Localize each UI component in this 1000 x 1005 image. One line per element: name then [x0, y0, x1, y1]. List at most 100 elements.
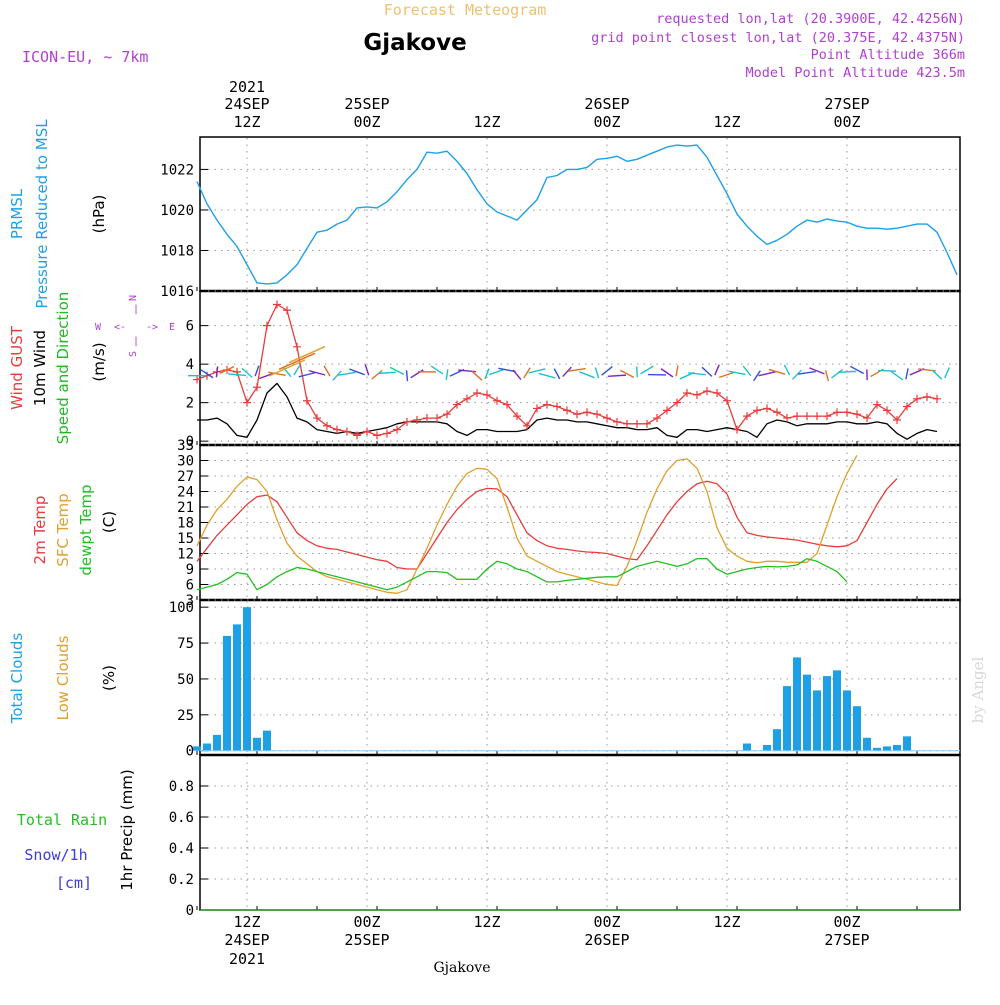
wind-dir-arrow	[945, 368, 950, 378]
gust-marker	[703, 387, 711, 395]
wind-dir-arrow-strong	[289, 347, 325, 363]
wind-unit: (m/s)	[90, 342, 108, 381]
wind-dir-arrow	[299, 373, 316, 377]
wind-dir-arrow	[349, 369, 364, 375]
gust-marker	[933, 395, 941, 403]
wind-dir-arrow	[472, 371, 482, 380]
wind-dir-arrow	[798, 372, 816, 374]
compass-s: S	[128, 351, 139, 357]
gust-marker	[763, 404, 771, 412]
ytick-label-clouds: 75	[177, 636, 194, 652]
wind-dir-arrow	[411, 370, 424, 378]
gust-marker	[843, 408, 851, 416]
gust-marker	[583, 408, 591, 416]
gust-marker	[263, 322, 271, 330]
cloud-bar	[253, 738, 261, 751]
temp-label-sfc: SFC Temp	[54, 493, 72, 566]
wind-dir-arrow	[891, 372, 903, 380]
pressure-label-1: PRMSL	[8, 188, 26, 239]
gust-marker	[253, 383, 261, 391]
gust-marker	[593, 410, 601, 418]
ytick-label-temperature: 15	[177, 531, 194, 547]
gust-marker	[563, 406, 571, 414]
gust-marker	[483, 391, 491, 399]
gust-marker	[363, 428, 371, 436]
gust-marker	[283, 306, 291, 314]
pressure-label-2: Pressure Reduced to MSL	[33, 119, 51, 309]
precip-unit: 1hr Precip (mm)	[118, 769, 136, 890]
wind-dir-arrow	[838, 371, 856, 372]
credit-watermark: by Angel	[969, 656, 987, 723]
wind-dir-arrow	[228, 374, 246, 376]
compass-n: N	[128, 295, 139, 301]
top-tick-date: 25SEP	[344, 95, 389, 113]
footer-location: Gjakove	[434, 960, 491, 976]
bottom-tick-hour: 00Z	[353, 913, 380, 931]
cloud-bar	[743, 744, 751, 751]
ytick-label-precip: 0.4	[169, 841, 194, 857]
temp-dewpt-line	[197, 559, 847, 590]
gust-marker	[423, 414, 431, 422]
wind-dir-arrow	[759, 372, 776, 376]
top-tick-hour: 12Z	[713, 113, 740, 131]
ytick-label-clouds: 50	[177, 672, 194, 688]
wind-dir-arrow	[563, 367, 572, 376]
wind-dir-arrow	[769, 369, 785, 374]
wind-dir-arrow	[715, 365, 719, 375]
compass-stem-top: |	[133, 304, 139, 315]
gust-marker	[463, 395, 471, 403]
wind-label-10m: 10m Wind	[31, 330, 49, 406]
wind-dir-arrow	[620, 370, 634, 377]
wind-dir-arrow	[608, 375, 626, 376]
ytick-label-temperature: 9	[186, 562, 194, 578]
wind-dir-arrow	[372, 370, 383, 379]
gust-marker	[823, 412, 831, 420]
top-tick-date: 24SEP	[224, 95, 269, 113]
clouds-unit: (%)	[100, 665, 118, 691]
wind-panel	[188, 300, 949, 439]
temp-2m-line	[197, 479, 897, 569]
wind-dir-arrow	[810, 368, 825, 374]
location-title: Gjakove	[363, 30, 466, 56]
gust-marker	[543, 401, 551, 409]
wind-dir-arrow	[568, 369, 585, 372]
wind-dir-arrow	[932, 370, 942, 379]
ytick-label-temperature: 30	[177, 454, 194, 470]
ytick-label-temperature: 21	[177, 500, 194, 516]
wind-dir-arrow-strong	[269, 360, 305, 376]
cloud-bar	[223, 636, 231, 751]
gust-marker	[473, 389, 481, 397]
wind-dir-arrow	[390, 367, 404, 374]
super-title: Forecast Meteogram	[384, 1, 547, 19]
wind-dir-arrow	[878, 371, 896, 372]
pressure-line	[197, 145, 957, 284]
ytick-label-precip: 0.8	[169, 779, 194, 795]
gust-marker	[493, 397, 501, 405]
wind-dir-arrow	[446, 369, 448, 380]
cloud-bar	[903, 736, 911, 750]
temp-label-2m: 2m Temp	[31, 496, 49, 565]
pressure-panel	[197, 145, 957, 284]
bottom-tick-hour: 00Z	[593, 913, 620, 931]
compass-stem-bottom: |	[133, 336, 139, 347]
ytick-label-pressure: 1018	[160, 243, 194, 259]
wind-dir-arrow	[539, 373, 555, 378]
wind-dir-arrow	[431, 366, 443, 374]
gridpoint-coords: grid point closest lon,lat (20.375E, 42.…	[591, 30, 965, 46]
gust-marker	[623, 420, 631, 428]
bottom-tick-year: 2021	[229, 950, 265, 968]
frame-precip	[200, 755, 960, 910]
cloud-bar	[203, 744, 211, 751]
clouds-label-total: Total Clouds	[8, 633, 26, 725]
gust-marker	[383, 429, 391, 437]
gust-marker	[813, 412, 821, 420]
gust-marker	[803, 412, 811, 420]
cloud-bar	[773, 729, 781, 751]
wind-dir-arrow	[407, 370, 408, 381]
wind-dir-arrow	[294, 365, 300, 375]
wind-dir-arrow-strong	[279, 353, 315, 369]
ytick-label-temperature: 33	[177, 438, 194, 454]
top-tick-date: 27SEP	[824, 95, 869, 113]
gust-marker	[413, 416, 421, 424]
